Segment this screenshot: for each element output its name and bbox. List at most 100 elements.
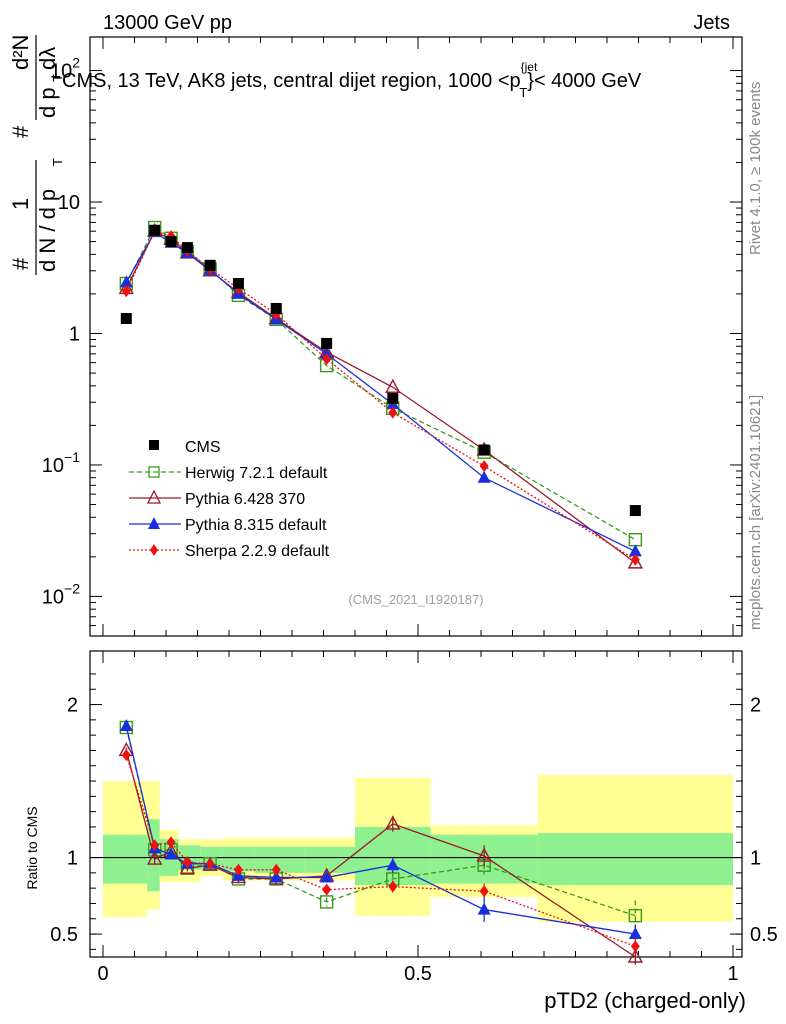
ratio-point-herwig-7-2-1-default [628, 908, 643, 923]
ratio-point-sherpa-2-2-9-default [150, 839, 160, 852]
ylabel-dn-dpt: d N / d p [35, 189, 60, 272]
ratio-uncertainty-bands [103, 774, 733, 922]
point-pythia-8-315-default [628, 544, 642, 557]
point-cms-data [270, 302, 282, 314]
ratio-band-green [537, 833, 733, 886]
ratio-point-pythia-8-315-default [269, 870, 283, 883]
ratio-y-tick-label-right: 0.5 [750, 924, 778, 946]
main-y-tick-exponent: 2 [72, 55, 80, 71]
ylabel-hash-2: # [8, 125, 33, 138]
legend: CMS Herwig 7.2.1 default Pythia 6.428 37… [129, 439, 330, 560]
ratio-y-axis-label: Ratio to CMS [24, 806, 40, 889]
legend-label-pythia6: Pythia 6.428 370 [185, 491, 305, 508]
main-y-tick-label: 10 [58, 192, 80, 214]
ratio-point-sherpa-2-2-9-default [233, 863, 243, 876]
x-tick-label: 0 [97, 963, 108, 985]
ratio-y-tick-label: 1 [67, 848, 78, 870]
ratio-y-tick-label-right: 2 [750, 695, 761, 717]
ratio-y-tick-label: 2 [67, 695, 78, 717]
point-cms-data [387, 393, 399, 405]
point-cms-data [321, 337, 333, 349]
main-y-tick-exponent: −1 [64, 449, 80, 465]
ratio-y-tick-label-right: 1 [750, 848, 761, 870]
point-cms-data [204, 259, 216, 271]
ratio-point-sherpa-2-2-9-default [271, 863, 281, 876]
main-y-tick-label: 102 [50, 55, 80, 83]
ratio-point-sherpa-2-2-9-default [479, 885, 489, 898]
main-series [118, 220, 644, 569]
point-sherpa-2-2-9-default [388, 406, 398, 419]
legend-entry-pythia6: Pythia 6.428 370 [129, 489, 305, 508]
legend-entry-herwig: Herwig 7.2.1 default [129, 465, 328, 482]
point-sherpa-2-2-9-default [322, 352, 332, 365]
main-y-tick-base: 10 [42, 586, 64, 608]
main-y-tick-base: 10 [58, 192, 80, 214]
point-pythia-6-428-370 [627, 554, 644, 569]
ratio-point-sherpa-2-2-9-default [182, 856, 192, 869]
x-axis-label: pTD2 (charged-only) [544, 988, 746, 1013]
ylabel-dpt: d p [35, 87, 60, 118]
ratio-band-green [103, 834, 148, 884]
ratio-plot-frame [89, 650, 743, 958]
point-cms-data [181, 242, 193, 254]
point-sherpa-2-2-9-default [121, 285, 131, 298]
main-y-tick-base: 10 [50, 61, 72, 83]
point-pythia-8-315-default [119, 275, 133, 288]
ylabel-t-sub-2: T [50, 74, 65, 82]
plot-title-sup: {jet [521, 60, 538, 74]
ratio-y-tick-label: 0.5 [50, 924, 78, 946]
legend-label-pythia8: Pythia 8.315 default [185, 517, 327, 534]
point-sherpa-2-2-9-default [479, 460, 489, 473]
plot-title: CMS, 13 TeV, AK8 jets, central dijet reg… [62, 60, 642, 100]
plot-title-main: CMS, 13 TeV, AK8 jets, central dijet reg… [62, 70, 521, 92]
main-y-tick-base: 10 [42, 455, 64, 477]
side-label-mcplots: mcplots.cern.ch [arXiv:2401.10621] [747, 395, 764, 630]
main-plot-frame [89, 36, 743, 637]
analysis-id: (CMS_2021_I1920187) [348, 592, 483, 607]
ylabel-hash-1: # [8, 257, 33, 270]
ratio-point-pythia-6-428-370 [476, 847, 492, 862]
ratio-point-pythia-6-428-370 [146, 850, 163, 865]
legend-label-sherpa: Sherpa 2.2.9 default [185, 543, 330, 560]
main-y-tick-base: 1 [69, 323, 80, 345]
ratio-point-sherpa-2-2-9-default [121, 749, 131, 762]
point-cms-data [478, 444, 490, 456]
main-y-axis-label: # 1 d N / d p T # d²N d p T dλ [8, 35, 65, 275]
main-y-tick-label: 10−1 [42, 449, 80, 477]
ylabel-t-sub-1: T [50, 158, 65, 166]
ratio-point-sherpa-2-2-9-default [630, 940, 640, 953]
point-sherpa-2-2-9-default [630, 553, 640, 566]
legend-entry-pythia8: Pythia 8.315 default [129, 517, 327, 534]
point-herwig-7-2-1-default [628, 533, 643, 547]
ylabel-dlambda: dλ [35, 47, 60, 70]
header-right: Jets [693, 12, 730, 34]
ratio-point-pythia-8-315-default [119, 718, 133, 731]
point-cms-data [232, 278, 244, 290]
point-cms-data [629, 505, 641, 517]
main-y-tick-exponent: −2 [64, 580, 80, 596]
point-cms-data [120, 313, 132, 325]
legend-entry-cms: CMS [149, 439, 221, 456]
point-pythia-6-428-370 [385, 378, 401, 393]
point-cms-data [165, 236, 177, 248]
ratio-point-sherpa-2-2-9-default [322, 883, 332, 896]
ratio-point-pythia-6-428-370 [627, 948, 644, 963]
ratio-point-pythia-6-428-370 [385, 815, 401, 830]
ratio-point-sherpa-2-2-9-default [388, 880, 398, 893]
ratio-point-sherpa-2-2-9-default [205, 857, 215, 870]
legend-entry-sherpa: Sherpa 2.2.9 default [129, 543, 330, 560]
legend-label-herwig: Herwig 7.2.1 default [185, 465, 328, 482]
ratio-point-sherpa-2-2-9-default [166, 836, 176, 849]
ratio-point-pythia-8-315-default [164, 847, 178, 860]
ratio-series [118, 718, 644, 965]
axes-frames [89, 36, 743, 958]
ratio-point-pythia-8-315-default [320, 870, 334, 883]
header-left: 13000 GeV pp [103, 12, 232, 34]
legend-label-cms: CMS [185, 439, 221, 456]
x-tick-label: 0.5 [404, 963, 432, 985]
plot-title-end: }< 4000 GeV [527, 70, 642, 92]
ratio-point-pythia-8-315-default [477, 902, 491, 915]
side-label-rivet: Rivet 4.1.0, ≥ 100k events [747, 82, 764, 255]
